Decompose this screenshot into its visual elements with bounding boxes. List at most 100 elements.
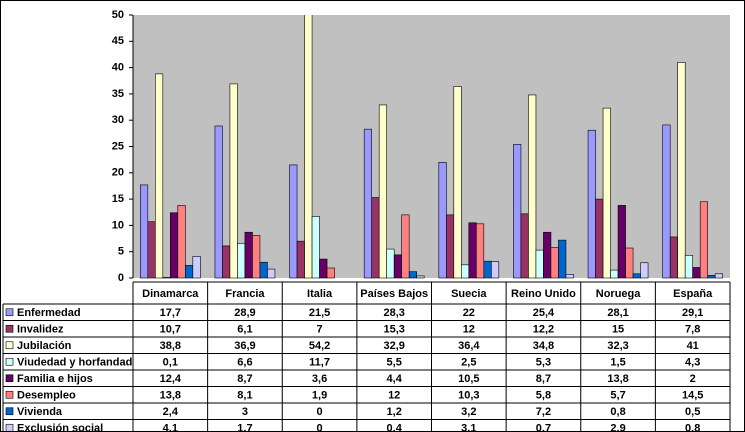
- legend-key: [5, 324, 14, 333]
- bar: [528, 94, 537, 279]
- y-tick-label: 5: [118, 246, 124, 258]
- legend-key: [5, 341, 14, 350]
- table-value: 54,2: [309, 340, 330, 352]
- bar: [468, 222, 477, 279]
- bar: [304, 15, 313, 279]
- bar: [140, 184, 149, 279]
- table-value: 7,2: [536, 406, 551, 418]
- legend-key: [5, 407, 14, 416]
- bar: [707, 275, 716, 279]
- bars: [140, 15, 723, 279]
- bar: [155, 73, 164, 279]
- bar: [371, 197, 380, 279]
- bar: [296, 240, 305, 279]
- bar: [229, 83, 238, 279]
- table-value: 25,4: [533, 307, 555, 319]
- table-value: 1,5: [610, 357, 625, 369]
- bar: [535, 249, 544, 279]
- table-value: 17,7: [160, 307, 181, 319]
- legend-label: Invalidez: [17, 324, 64, 336]
- legend-label: Enfermedad: [17, 307, 81, 319]
- x-tick-label: Suecia: [451, 288, 487, 300]
- table-value: 5,3: [536, 357, 551, 369]
- legend-key: [5, 423, 14, 432]
- table-value: 10,3: [458, 390, 479, 402]
- table-value: 28,9: [234, 307, 255, 319]
- table-value: 36,9: [234, 340, 255, 352]
- y-tick-label: 25: [112, 140, 124, 152]
- table-value: 0,8: [685, 423, 700, 432]
- y-tick-label: 35: [112, 88, 124, 100]
- x-tick-label: Italia: [307, 288, 333, 300]
- y-tick-label: 30: [112, 114, 124, 126]
- bar: [640, 262, 649, 279]
- table-value: 36,4: [458, 340, 480, 352]
- y-tick-label: 0: [118, 272, 124, 284]
- table-value: 28,3: [383, 307, 404, 319]
- bar: [520, 213, 529, 279]
- x-tick-label: Francia: [225, 288, 265, 300]
- bar: [311, 216, 320, 279]
- bar: [162, 277, 171, 279]
- legend-label: Vivienda: [17, 406, 63, 418]
- bar: [595, 198, 604, 279]
- table-value: 3,1: [461, 423, 476, 432]
- bar: [289, 164, 298, 279]
- x-tick-label: Noruega: [596, 288, 642, 300]
- bar: [610, 269, 619, 279]
- x-tick-label: España: [673, 288, 713, 300]
- table-value: 1,2: [387, 406, 402, 418]
- bar: [259, 261, 268, 279]
- bar: [408, 271, 417, 279]
- legend-key: [5, 357, 14, 366]
- bar: [438, 161, 447, 279]
- table-value: 15: [612, 324, 624, 336]
- bar: [558, 239, 567, 279]
- legend-key: [5, 390, 14, 399]
- table-value: 29,1: [682, 307, 703, 319]
- bar: [714, 273, 723, 279]
- bar: [393, 254, 402, 279]
- bar: [550, 247, 559, 279]
- y-tick-label: 40: [112, 62, 124, 74]
- table-value: 0,8: [610, 406, 625, 418]
- bar: [185, 265, 194, 279]
- table-value: 12: [388, 390, 400, 402]
- table-value: 4,4: [387, 373, 403, 385]
- table-value: 6,6: [237, 357, 252, 369]
- x-tick-label: Dinamarca: [142, 288, 199, 300]
- bar: [170, 212, 179, 279]
- table-value: 5,8: [536, 390, 551, 402]
- y-tick-label: 50: [112, 9, 124, 21]
- table-value: 3: [242, 406, 248, 418]
- table-value: 7: [317, 324, 323, 336]
- table-value: 5,7: [610, 390, 625, 402]
- bar: [543, 231, 552, 279]
- bar: [378, 104, 387, 279]
- table-value: 6,1: [237, 324, 252, 336]
- table-value: 2,4: [163, 406, 179, 418]
- y-tick-label: 45: [112, 35, 124, 47]
- table-value: 12,4: [160, 373, 182, 385]
- bar: [491, 261, 500, 279]
- bar: [192, 256, 201, 279]
- table-value: 5,5: [387, 357, 402, 369]
- bar: [587, 129, 596, 279]
- legend-key: [5, 308, 14, 317]
- bar: [244, 231, 253, 279]
- bar: [625, 247, 634, 279]
- bar: [386, 248, 395, 279]
- y-tick-label: 20: [112, 167, 124, 179]
- bar: [401, 214, 410, 279]
- bar: [267, 268, 276, 279]
- bar: [461, 264, 470, 279]
- table-value: 13,8: [607, 373, 628, 385]
- table-value: 0,5: [685, 406, 700, 418]
- bar: [699, 201, 708, 279]
- table-value: 0: [317, 423, 323, 432]
- bar: [617, 205, 626, 279]
- bar: [476, 223, 485, 279]
- bar: [602, 107, 611, 279]
- table-value: 2: [690, 373, 696, 385]
